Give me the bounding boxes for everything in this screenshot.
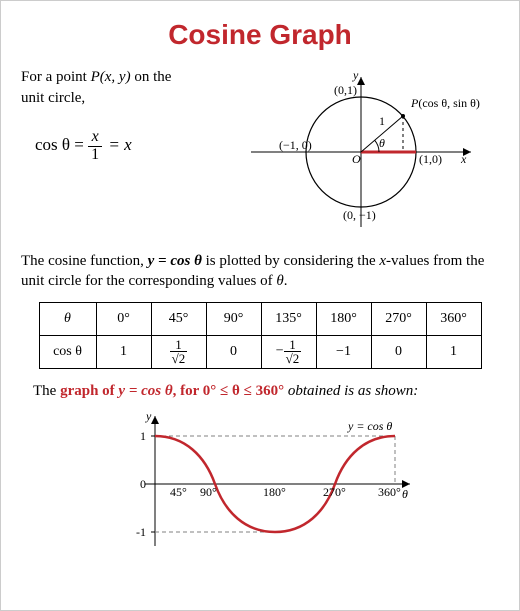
row2-label-text: cos θ: [53, 344, 82, 359]
xtick: 90°: [200, 485, 217, 499]
cell: −1: [316, 335, 371, 368]
description: The cosine function, y = cos θ is plotte…: [21, 251, 499, 292]
formula: cos θ = x 1 = x: [35, 129, 221, 164]
cosine-graph: 45° 90° 180° 270° 360° 1 0 -1 y θ y = co…: [100, 406, 420, 561]
cap-red-eq: y = cos θ: [118, 383, 172, 399]
uc-theta: θ: [379, 136, 385, 150]
cell: 135°: [261, 302, 316, 335]
cell: 270°: [371, 302, 426, 335]
uc-right: (1,0): [419, 152, 442, 166]
cell: 0: [206, 335, 261, 368]
uc-y-label: y: [352, 68, 359, 82]
formula-num: x: [88, 129, 102, 147]
cell: 1: [96, 335, 151, 368]
xtick: 45°: [170, 485, 187, 499]
formula-den: 1: [88, 147, 102, 164]
cell: 45°: [151, 302, 206, 335]
cap-red2: , for 0° ≤ θ ≤ 360°: [173, 383, 284, 399]
page-title: Cosine Graph: [21, 19, 499, 51]
uc-bottom: (0, −1): [343, 208, 376, 222]
intro-line1: For a point P(x, y) on the unit circle,: [21, 67, 221, 109]
cell: −1√2: [261, 335, 316, 368]
xtick: 270°: [323, 485, 346, 499]
uc-radius: 1: [379, 114, 385, 128]
intro-text: For a point P(x, y) on the unit circle, …: [21, 67, 221, 164]
graph-caption: The graph of y = cos θ, for 0° ≤ θ ≤ 360…: [33, 383, 499, 400]
row2-label: cos θ: [39, 335, 96, 368]
cell: 1: [426, 335, 481, 368]
desc-pre: The cosine function,: [21, 253, 148, 269]
formula-frac: x 1: [88, 129, 102, 164]
cell: 360°: [426, 302, 481, 335]
xtick: 360°: [378, 485, 401, 499]
graph-x-label: θ: [402, 487, 408, 501]
uc-top: (0,1): [334, 83, 357, 97]
cell: 180°: [316, 302, 371, 335]
cap-red1: graph of: [60, 383, 118, 399]
formula-lhs: cos θ =: [35, 135, 84, 154]
desc-theta: θ: [276, 273, 283, 289]
desc-end: .: [284, 273, 288, 289]
table-row: cos θ 1 1√2 0 −1√2 −1 0 1: [39, 335, 481, 368]
graph-y-label: y: [145, 409, 152, 423]
intro-P: P: [91, 69, 100, 85]
ytick: 1: [140, 429, 146, 443]
values-table: θ 0° 45° 90° 135° 180° 270° 360° cos θ 1…: [39, 302, 482, 369]
cell: 0°: [96, 302, 151, 335]
row1-label: θ: [39, 302, 96, 335]
uc-P: P(cos θ, sin θ): [410, 96, 480, 110]
intro-row: For a point P(x, y) on the unit circle, …: [21, 67, 499, 237]
ytick: -1: [136, 525, 146, 539]
table-row: θ 0° 45° 90° 135° 180° 270° 360°: [39, 302, 481, 335]
uc-left: (−1, 0): [279, 138, 312, 152]
cap-post: obtained is as shown:: [284, 383, 418, 399]
uc-origin: O: [352, 152, 361, 166]
unit-circle-diagram: y (0,1) P(cos θ, sin θ) 1 θ O (−1, 0) (1…: [231, 67, 499, 237]
intro-pre: For a point: [21, 69, 91, 85]
intro-line2: unit circle,: [21, 90, 85, 106]
intro-post: on the: [131, 69, 172, 85]
cell: 1√2: [151, 335, 206, 368]
page-container: Cosine Graph For a point P(x, y) on the …: [0, 0, 520, 611]
uc-x-label: x: [460, 152, 467, 166]
cell: 0: [371, 335, 426, 368]
desc-eq: y = cos θ: [148, 253, 202, 269]
cap-pre: The: [33, 383, 60, 399]
desc-post1: is plotted by considering the: [202, 253, 379, 269]
formula-rhs: = x: [108, 135, 131, 154]
curve-label: y = cos θ: [347, 419, 392, 433]
xtick: 180°: [263, 485, 286, 499]
intro-xy: (x, y): [100, 69, 131, 85]
ytick: 0: [140, 477, 146, 491]
cell: 90°: [206, 302, 261, 335]
